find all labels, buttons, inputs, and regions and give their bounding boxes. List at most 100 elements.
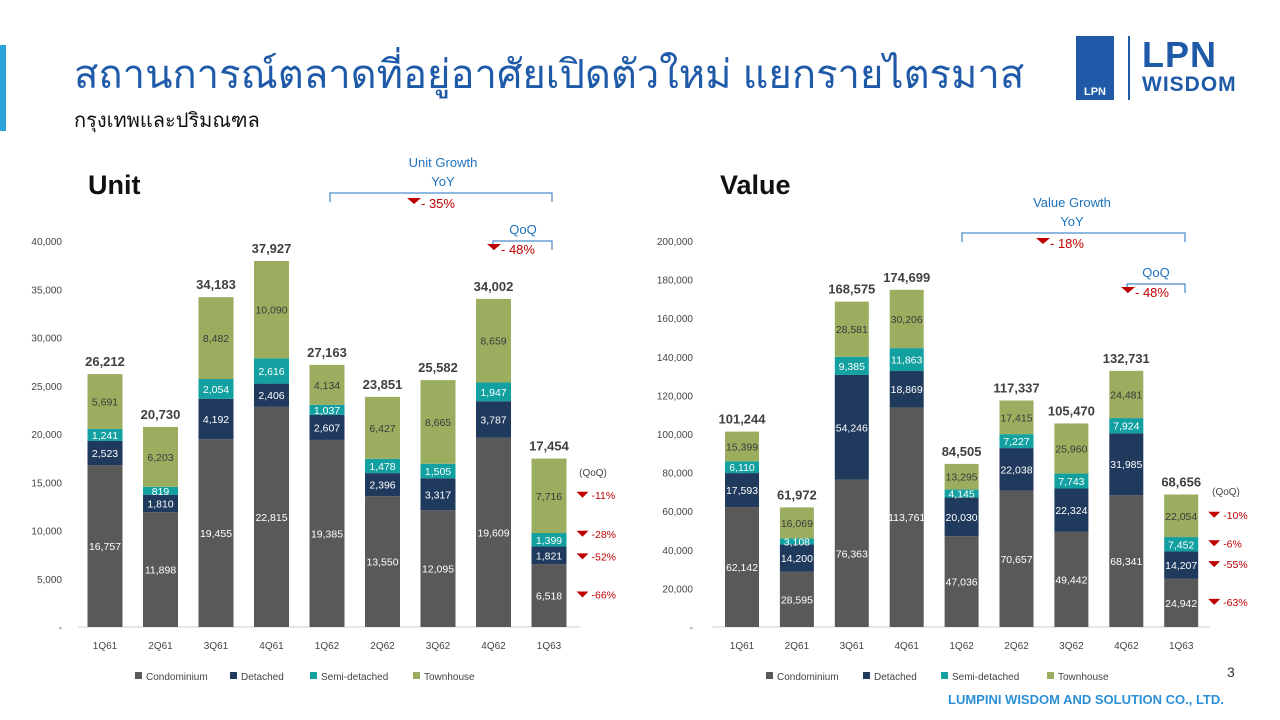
down-triangle-icon — [576, 591, 589, 598]
yoy-value: - 35% — [421, 196, 455, 211]
bar-segment-condominium — [779, 571, 814, 627]
segment-label: 19,455 — [200, 528, 232, 540]
segment-label: 22,324 — [1055, 505, 1087, 517]
page-number: 3 — [1227, 664, 1235, 680]
logo-sub: WISDOM — [1142, 73, 1237, 96]
company-footer: LUMPINI WISDOM AND SOLUTION CO., LTD. — [948, 692, 1224, 707]
unit-chart-title: Unit — [88, 170, 141, 200]
qoq-header: (QoQ) — [1212, 487, 1240, 498]
x-tick-label: 4Q62 — [1114, 641, 1139, 652]
segment-label: 9,385 — [839, 361, 865, 373]
bar-segment-semi-detached — [834, 356, 869, 375]
bar-segment-townhouse — [198, 297, 234, 379]
series-qoq-value: -6% — [1223, 538, 1242, 550]
bar-segment-detached — [420, 478, 456, 511]
logo-divider — [1128, 36, 1130, 100]
qoq-header: (QoQ) — [579, 468, 607, 479]
bar-segment-townhouse — [889, 289, 924, 349]
accent-bar — [0, 45, 6, 131]
segment-label: 24,481 — [1110, 389, 1142, 401]
segment-label: 113,761 — [888, 512, 925, 524]
down-triangle-icon — [1121, 287, 1135, 293]
bar-segment-semi-detached — [476, 382, 511, 402]
bar-segment-semi-detached — [254, 358, 289, 384]
x-tick-label: 1Q61 — [93, 641, 118, 652]
bar-segment-condominium — [944, 536, 979, 627]
bar-segment-townhouse — [944, 463, 979, 490]
y-tick-label: 160,000 — [657, 314, 694, 325]
qoq-value: - 48% — [1135, 285, 1169, 300]
total-label: 61,972 — [777, 487, 817, 502]
segment-label: 3,787 — [480, 415, 506, 427]
x-tick-label: 2Q62 — [1004, 641, 1029, 652]
bar-segment-detached — [309, 414, 345, 440]
segment-label: 819 — [152, 486, 170, 498]
bar-segment-semi-detached — [999, 434, 1034, 449]
segment-label: 1,037 — [314, 405, 340, 417]
segment-label: 4,192 — [203, 414, 229, 426]
segment-label: 22,054 — [1165, 511, 1197, 523]
bar-segment-detached — [725, 473, 759, 508]
total-label: 23,851 — [363, 377, 403, 392]
segment-label: 6,518 — [536, 591, 562, 603]
segment-label: 8,659 — [480, 336, 506, 348]
x-tick-label: 4Q62 — [481, 641, 506, 652]
total-label: 37,927 — [252, 241, 292, 256]
y-tick-label: 80,000 — [662, 469, 693, 480]
bar-segment-semi-detached — [365, 458, 400, 474]
bar-segment-detached — [365, 473, 400, 497]
segment-label: 1,810 — [147, 498, 173, 510]
bar-segment-condominium — [143, 512, 178, 627]
down-triangle-icon — [1208, 540, 1221, 547]
y-tick-label: 35,000 — [31, 285, 62, 296]
legend-swatch — [230, 672, 237, 679]
bar-segment-townhouse — [365, 396, 400, 459]
y-tick-label: 180,000 — [657, 276, 694, 287]
y-tick-label: 20,000 — [662, 584, 693, 595]
legend-label: Detached — [241, 672, 284, 683]
down-triangle-icon — [576, 530, 589, 537]
bar-segment-condominium — [254, 406, 289, 627]
bar-segment-semi-detached — [944, 489, 979, 498]
y-tick-label: - — [59, 623, 62, 634]
segment-label: 25,960 — [1055, 443, 1087, 455]
lpn-logo-icon: LPN — [1076, 36, 1114, 100]
segment-label: 7,743 — [1058, 476, 1084, 488]
segment-label: 49,442 — [1055, 574, 1087, 586]
bar-segment-condominium — [834, 479, 869, 627]
segment-label: 68,341 — [1110, 556, 1142, 568]
bar-segment-semi-detached — [725, 461, 759, 474]
segment-label: 19,385 — [311, 528, 343, 540]
segment-label: 13,550 — [366, 557, 398, 569]
x-tick-label: 2Q61 — [148, 641, 173, 652]
bar-segment-detached — [87, 440, 123, 466]
down-triangle-icon — [1036, 238, 1050, 244]
yoy-value: - 18% — [1050, 236, 1084, 251]
segment-label: 14,207 — [1165, 560, 1197, 572]
total-label: 101,244 — [719, 412, 767, 427]
segment-label: 28,581 — [836, 324, 868, 336]
segment-label: 3,317 — [425, 489, 451, 501]
bar-segment-semi-detached — [420, 463, 456, 479]
legend-swatch — [413, 672, 420, 679]
total-label: 132,731 — [1103, 351, 1150, 366]
bar-segment-detached — [944, 497, 979, 537]
segment-label: 54,246 — [836, 422, 868, 434]
bar-segment-townhouse — [309, 364, 345, 405]
segment-label: 4,134 — [314, 380, 340, 392]
legend-label: Condominium — [777, 672, 839, 683]
bar-segment-condominium — [999, 490, 1034, 627]
segment-label: 7,452 — [1168, 539, 1194, 551]
segment-label: 1,478 — [369, 461, 395, 473]
down-triangle-icon — [576, 491, 589, 498]
x-tick-label: 2Q61 — [785, 641, 810, 652]
legend-swatch — [135, 672, 142, 679]
segment-label: 5,691 — [92, 397, 118, 409]
legend-label: Detached — [874, 672, 917, 683]
x-tick-label: 4Q61 — [259, 641, 284, 652]
legend-label: Townhouse — [424, 672, 475, 683]
bar-segment-townhouse — [999, 400, 1034, 435]
bar-segment-condominium — [365, 496, 400, 627]
growth-label: Unit Growth — [409, 155, 478, 170]
